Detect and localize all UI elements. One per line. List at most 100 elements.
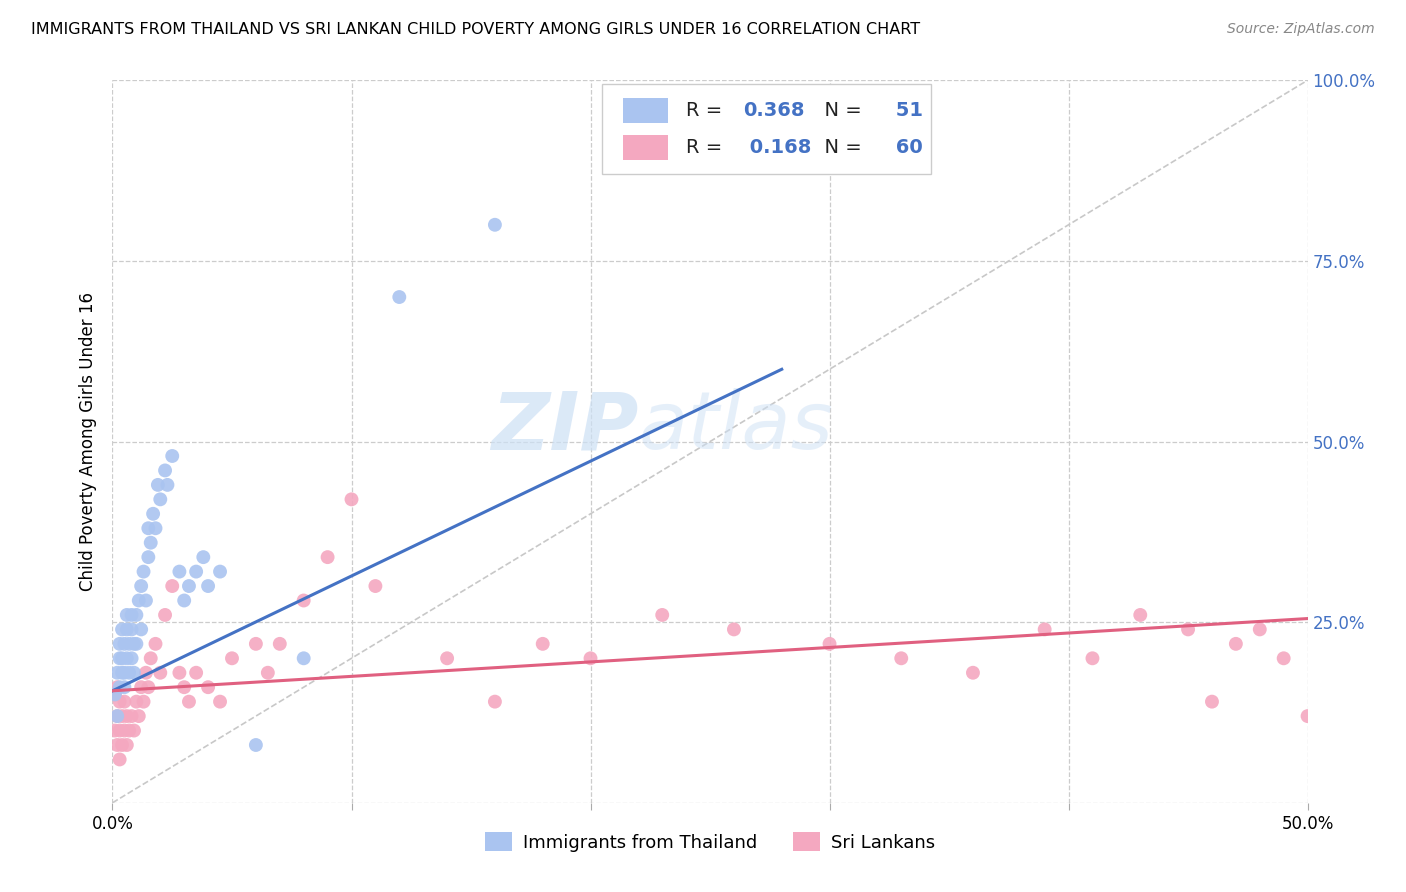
Point: [121, 607, 143, 622]
Point: [209, 695, 232, 709]
Point: [115, 738, 138, 752]
Text: R =: R =: [686, 138, 728, 157]
Point: [257, 665, 280, 680]
Point: [149, 492, 172, 507]
Point: [186, 665, 208, 680]
Point: [627, 124, 650, 138]
Point: [1033, 623, 1056, 637]
Point: [108, 651, 131, 665]
Point: [115, 623, 138, 637]
Point: [269, 637, 291, 651]
Point: [138, 680, 160, 694]
Point: [122, 665, 145, 680]
Point: [135, 665, 157, 680]
Point: [197, 680, 219, 694]
Point: [177, 695, 200, 709]
Point: [118, 723, 141, 738]
Point: [723, 623, 745, 637]
Point: [153, 463, 176, 477]
Y-axis label: Child Poverty Among Girls Under 16: Child Poverty Among Girls Under 16: [79, 292, 97, 591]
Text: ZIP: ZIP: [491, 388, 638, 467]
Point: [129, 623, 152, 637]
Text: N =: N =: [811, 102, 868, 120]
Point: [114, 695, 135, 709]
Point: [139, 651, 162, 665]
Point: [138, 521, 160, 535]
Point: [364, 579, 387, 593]
Point: [209, 565, 232, 579]
Point: [186, 565, 208, 579]
Point: [245, 738, 267, 752]
Point: [115, 651, 138, 665]
Point: [340, 492, 363, 507]
Point: [292, 593, 315, 607]
Point: [114, 680, 135, 694]
Bar: [623, 135, 668, 160]
Point: [579, 651, 602, 665]
Point: [114, 723, 135, 738]
Point: [162, 449, 183, 463]
Point: [105, 709, 128, 723]
Point: [193, 550, 215, 565]
Point: [197, 579, 219, 593]
Point: [146, 478, 169, 492]
Point: [156, 478, 179, 492]
FancyBboxPatch shape: [603, 84, 931, 174]
Point: [121, 651, 143, 665]
Point: [115, 607, 138, 622]
Point: [108, 723, 131, 738]
Bar: [623, 98, 668, 123]
Text: IMMIGRANTS FROM THAILAND VS SRI LANKAN CHILD POVERTY AMONG GIRLS UNDER 16 CORREL: IMMIGRANTS FROM THAILAND VS SRI LANKAN C…: [31, 22, 920, 37]
Point: [292, 651, 315, 665]
Text: 0.168: 0.168: [744, 138, 811, 157]
Point: [138, 550, 160, 565]
Point: [105, 738, 128, 752]
Point: [169, 665, 191, 680]
Point: [108, 695, 131, 709]
Point: [111, 651, 134, 665]
Point: [1129, 607, 1152, 622]
Point: [121, 709, 143, 723]
Point: [108, 680, 131, 694]
Point: [1177, 623, 1199, 637]
Point: [818, 637, 841, 651]
Point: [108, 637, 131, 651]
Point: [890, 651, 912, 665]
Point: [149, 665, 172, 680]
Point: [436, 651, 458, 665]
Point: [132, 695, 155, 709]
Point: [114, 665, 135, 680]
Point: [173, 680, 195, 694]
Point: [114, 637, 135, 651]
Point: [484, 695, 506, 709]
Point: [169, 565, 191, 579]
Point: [125, 607, 148, 622]
Point: [128, 593, 150, 607]
Point: [153, 607, 176, 622]
Point: [388, 290, 411, 304]
Text: 0.368: 0.368: [744, 102, 806, 120]
Point: [105, 680, 128, 694]
Point: [118, 665, 141, 680]
Point: [111, 623, 134, 637]
Point: [111, 665, 134, 680]
Point: [118, 637, 141, 651]
Point: [139, 535, 162, 549]
Point: [104, 723, 127, 738]
Point: [221, 651, 243, 665]
Point: [316, 550, 339, 565]
Point: [162, 579, 183, 593]
Point: [962, 665, 984, 680]
Point: [111, 738, 134, 752]
Point: [115, 709, 138, 723]
Point: [108, 752, 131, 766]
Text: N =: N =: [811, 138, 868, 157]
Point: [128, 709, 150, 723]
Point: [122, 723, 145, 738]
Point: [129, 680, 152, 694]
Text: 51: 51: [890, 102, 924, 120]
Point: [531, 637, 554, 651]
Point: [132, 565, 155, 579]
Point: [484, 218, 506, 232]
Point: [104, 687, 127, 701]
